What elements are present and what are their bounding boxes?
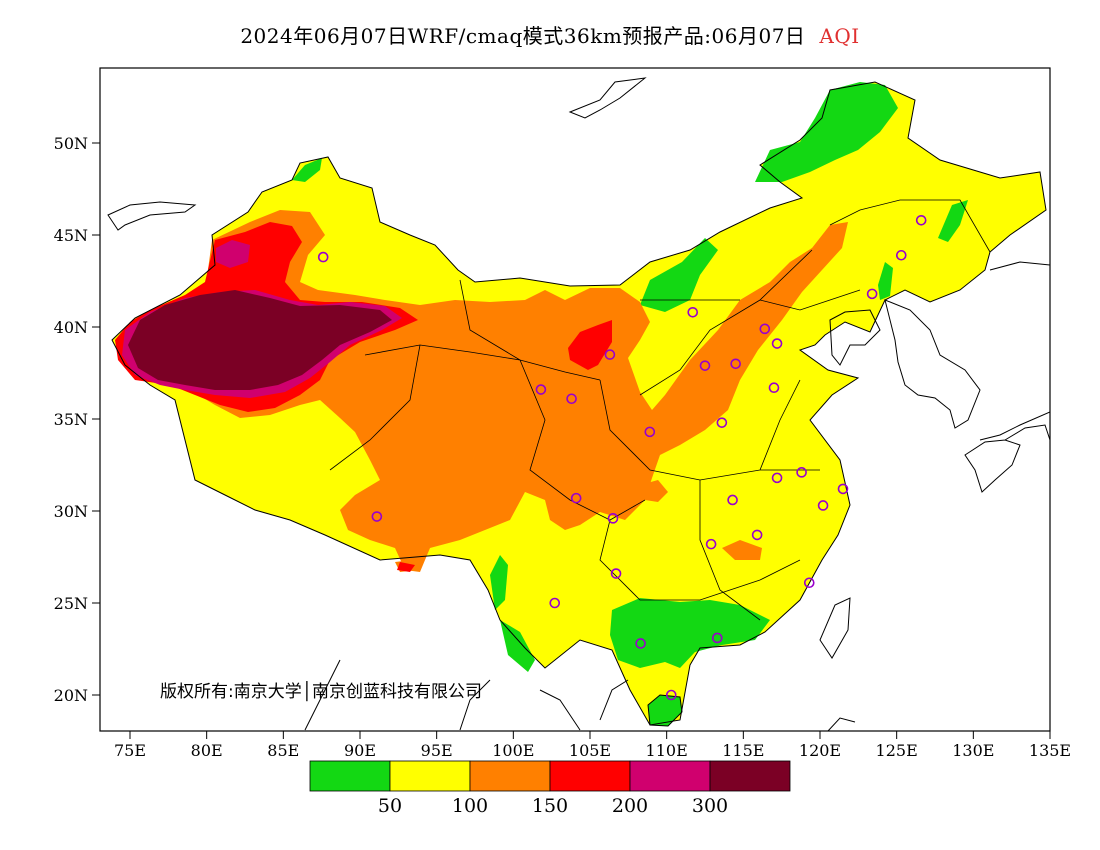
x-tick-label: 115E — [722, 741, 764, 760]
x-tick-label: 120E — [799, 741, 841, 760]
station-marker — [699, 360, 711, 371]
x-tick-label: 80E — [191, 741, 223, 760]
x-tick-label: 110E — [646, 741, 688, 760]
station-marker — [371, 511, 383, 522]
station-marker — [796, 467, 807, 478]
y-tick-label: 35N — [54, 410, 88, 429]
y-tick-label: 20N — [54, 686, 88, 705]
legend-swatch — [629, 760, 711, 792]
station-marker — [915, 214, 927, 226]
legend-label: 50 — [378, 795, 402, 817]
station-marker — [716, 417, 728, 428]
color-legend: 50 100 150 200 300 — [309, 760, 791, 817]
station-marker — [751, 529, 763, 541]
legend-swatch — [309, 760, 391, 792]
station-marker — [566, 393, 577, 405]
title-variable: AQI — [819, 24, 860, 48]
legend-label: 200 — [612, 795, 648, 817]
boundaries — [107, 77, 1050, 731]
station-marker — [665, 689, 677, 701]
station-marker — [607, 513, 619, 524]
station-marker — [771, 338, 783, 349]
x-tick-label: 105E — [569, 741, 611, 760]
station-marker — [705, 538, 717, 550]
station-marker — [687, 306, 699, 318]
x-tick-label: 75E — [114, 741, 146, 760]
station-markers — [317, 214, 927, 701]
station-marker — [604, 349, 616, 360]
page-title: 2024年06月07日WRF/cmaq模式36km预报产品:06月07日 AQI — [0, 20, 1100, 49]
station-marker — [866, 288, 878, 300]
station-marker — [759, 323, 771, 335]
station-marker — [549, 597, 561, 609]
x-axis: 75E 80E 85E 90E 95E 100E 105E 110E 115E 120E 125E 1… — [114, 731, 1071, 760]
station-marker — [803, 577, 815, 589]
station-marker — [535, 384, 547, 395]
title-main: 2024年06月07日WRF/cmaq模式36km预报产品:06月07日 — [240, 24, 806, 48]
station-marker — [610, 568, 622, 579]
station-marker — [727, 494, 738, 506]
station-marker — [817, 500, 829, 511]
y-tick-label: 45N — [54, 226, 88, 245]
station-marker — [837, 483, 849, 495]
map-frame — [99, 67, 1051, 732]
copyright-text: 版权所有:南京大学│南京创蓝科技有限公司 — [160, 681, 482, 702]
station-marker — [895, 249, 907, 261]
x-tick-label: 125E — [876, 741, 918, 760]
station-marker — [730, 358, 741, 370]
legend-swatch — [389, 760, 471, 792]
y-tick-label: 30N — [54, 502, 88, 521]
station-marker — [635, 638, 646, 649]
station-marker — [644, 426, 656, 438]
map-area — [100, 68, 1050, 731]
station-marker — [768, 382, 780, 394]
station-marker — [771, 472, 783, 484]
y-tick-label: 40N — [54, 318, 88, 337]
aqi-zone-maroon — [128, 290, 392, 390]
station-marker — [317, 251, 329, 263]
x-tick-label: 90E — [344, 741, 376, 760]
legend-swatch — [549, 760, 631, 792]
x-tick-label: 135E — [1029, 741, 1071, 760]
legend-swatch — [469, 760, 551, 792]
station-marker — [711, 632, 723, 644]
legend-label: 150 — [532, 795, 568, 817]
aqi-zone-orange — [170, 210, 848, 572]
y-tick-label: 25N — [54, 594, 88, 613]
aqi-zone-green — [292, 82, 968, 726]
y-axis: 50N 45N 40N 35N 30N 25N 20N — [54, 134, 100, 705]
legend-label: 100 — [452, 795, 488, 817]
x-tick-label: 85E — [267, 741, 299, 760]
station-marker — [570, 492, 582, 504]
x-tick-label: 95E — [421, 741, 453, 760]
y-tick-label: 50N — [54, 134, 88, 153]
x-tick-label: 130E — [952, 741, 994, 760]
legend-swatch — [709, 760, 791, 792]
legend-label: 300 — [692, 795, 728, 817]
x-tick-label: 100E — [492, 741, 534, 760]
